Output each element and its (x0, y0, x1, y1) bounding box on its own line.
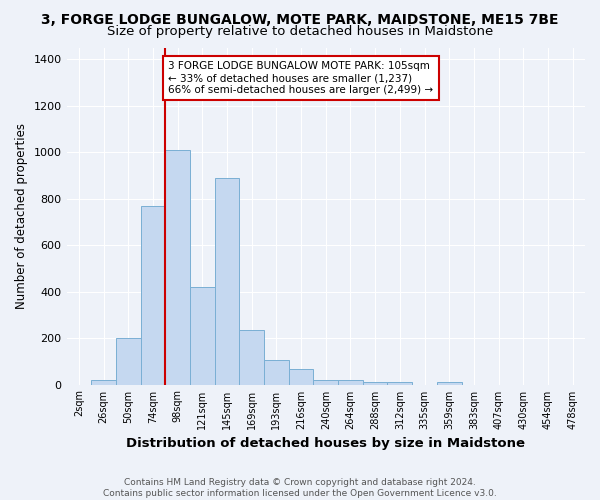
X-axis label: Distribution of detached houses by size in Maidstone: Distribution of detached houses by size … (126, 437, 525, 450)
Bar (190, 287, 215, 384)
Text: Size of property relative to detached houses in Maidstone: Size of property relative to detached ho… (107, 25, 493, 38)
Bar (165, 150, 190, 384)
Bar (91, 380, 116, 384)
Bar (239, 330, 264, 384)
Bar (313, 380, 338, 384)
Bar (338, 380, 363, 384)
Bar (388, 382, 412, 384)
Bar (116, 338, 140, 384)
Bar (437, 382, 461, 384)
Text: Contains HM Land Registry data © Crown copyright and database right 2024.
Contai: Contains HM Land Registry data © Crown c… (103, 478, 497, 498)
Bar (140, 206, 165, 384)
Bar (264, 360, 289, 384)
Bar (215, 178, 239, 384)
Text: 3, FORGE LODGE BUNGALOW, MOTE PARK, MAIDSTONE, ME15 7BE: 3, FORGE LODGE BUNGALOW, MOTE PARK, MAID… (41, 12, 559, 26)
Bar (363, 382, 388, 384)
Y-axis label: Number of detached properties: Number of detached properties (15, 123, 28, 309)
Text: 3 FORGE LODGE BUNGALOW MOTE PARK: 105sqm
← 33% of detached houses are smaller (1: 3 FORGE LODGE BUNGALOW MOTE PARK: 105sqm… (168, 62, 433, 94)
Bar (289, 370, 313, 384)
